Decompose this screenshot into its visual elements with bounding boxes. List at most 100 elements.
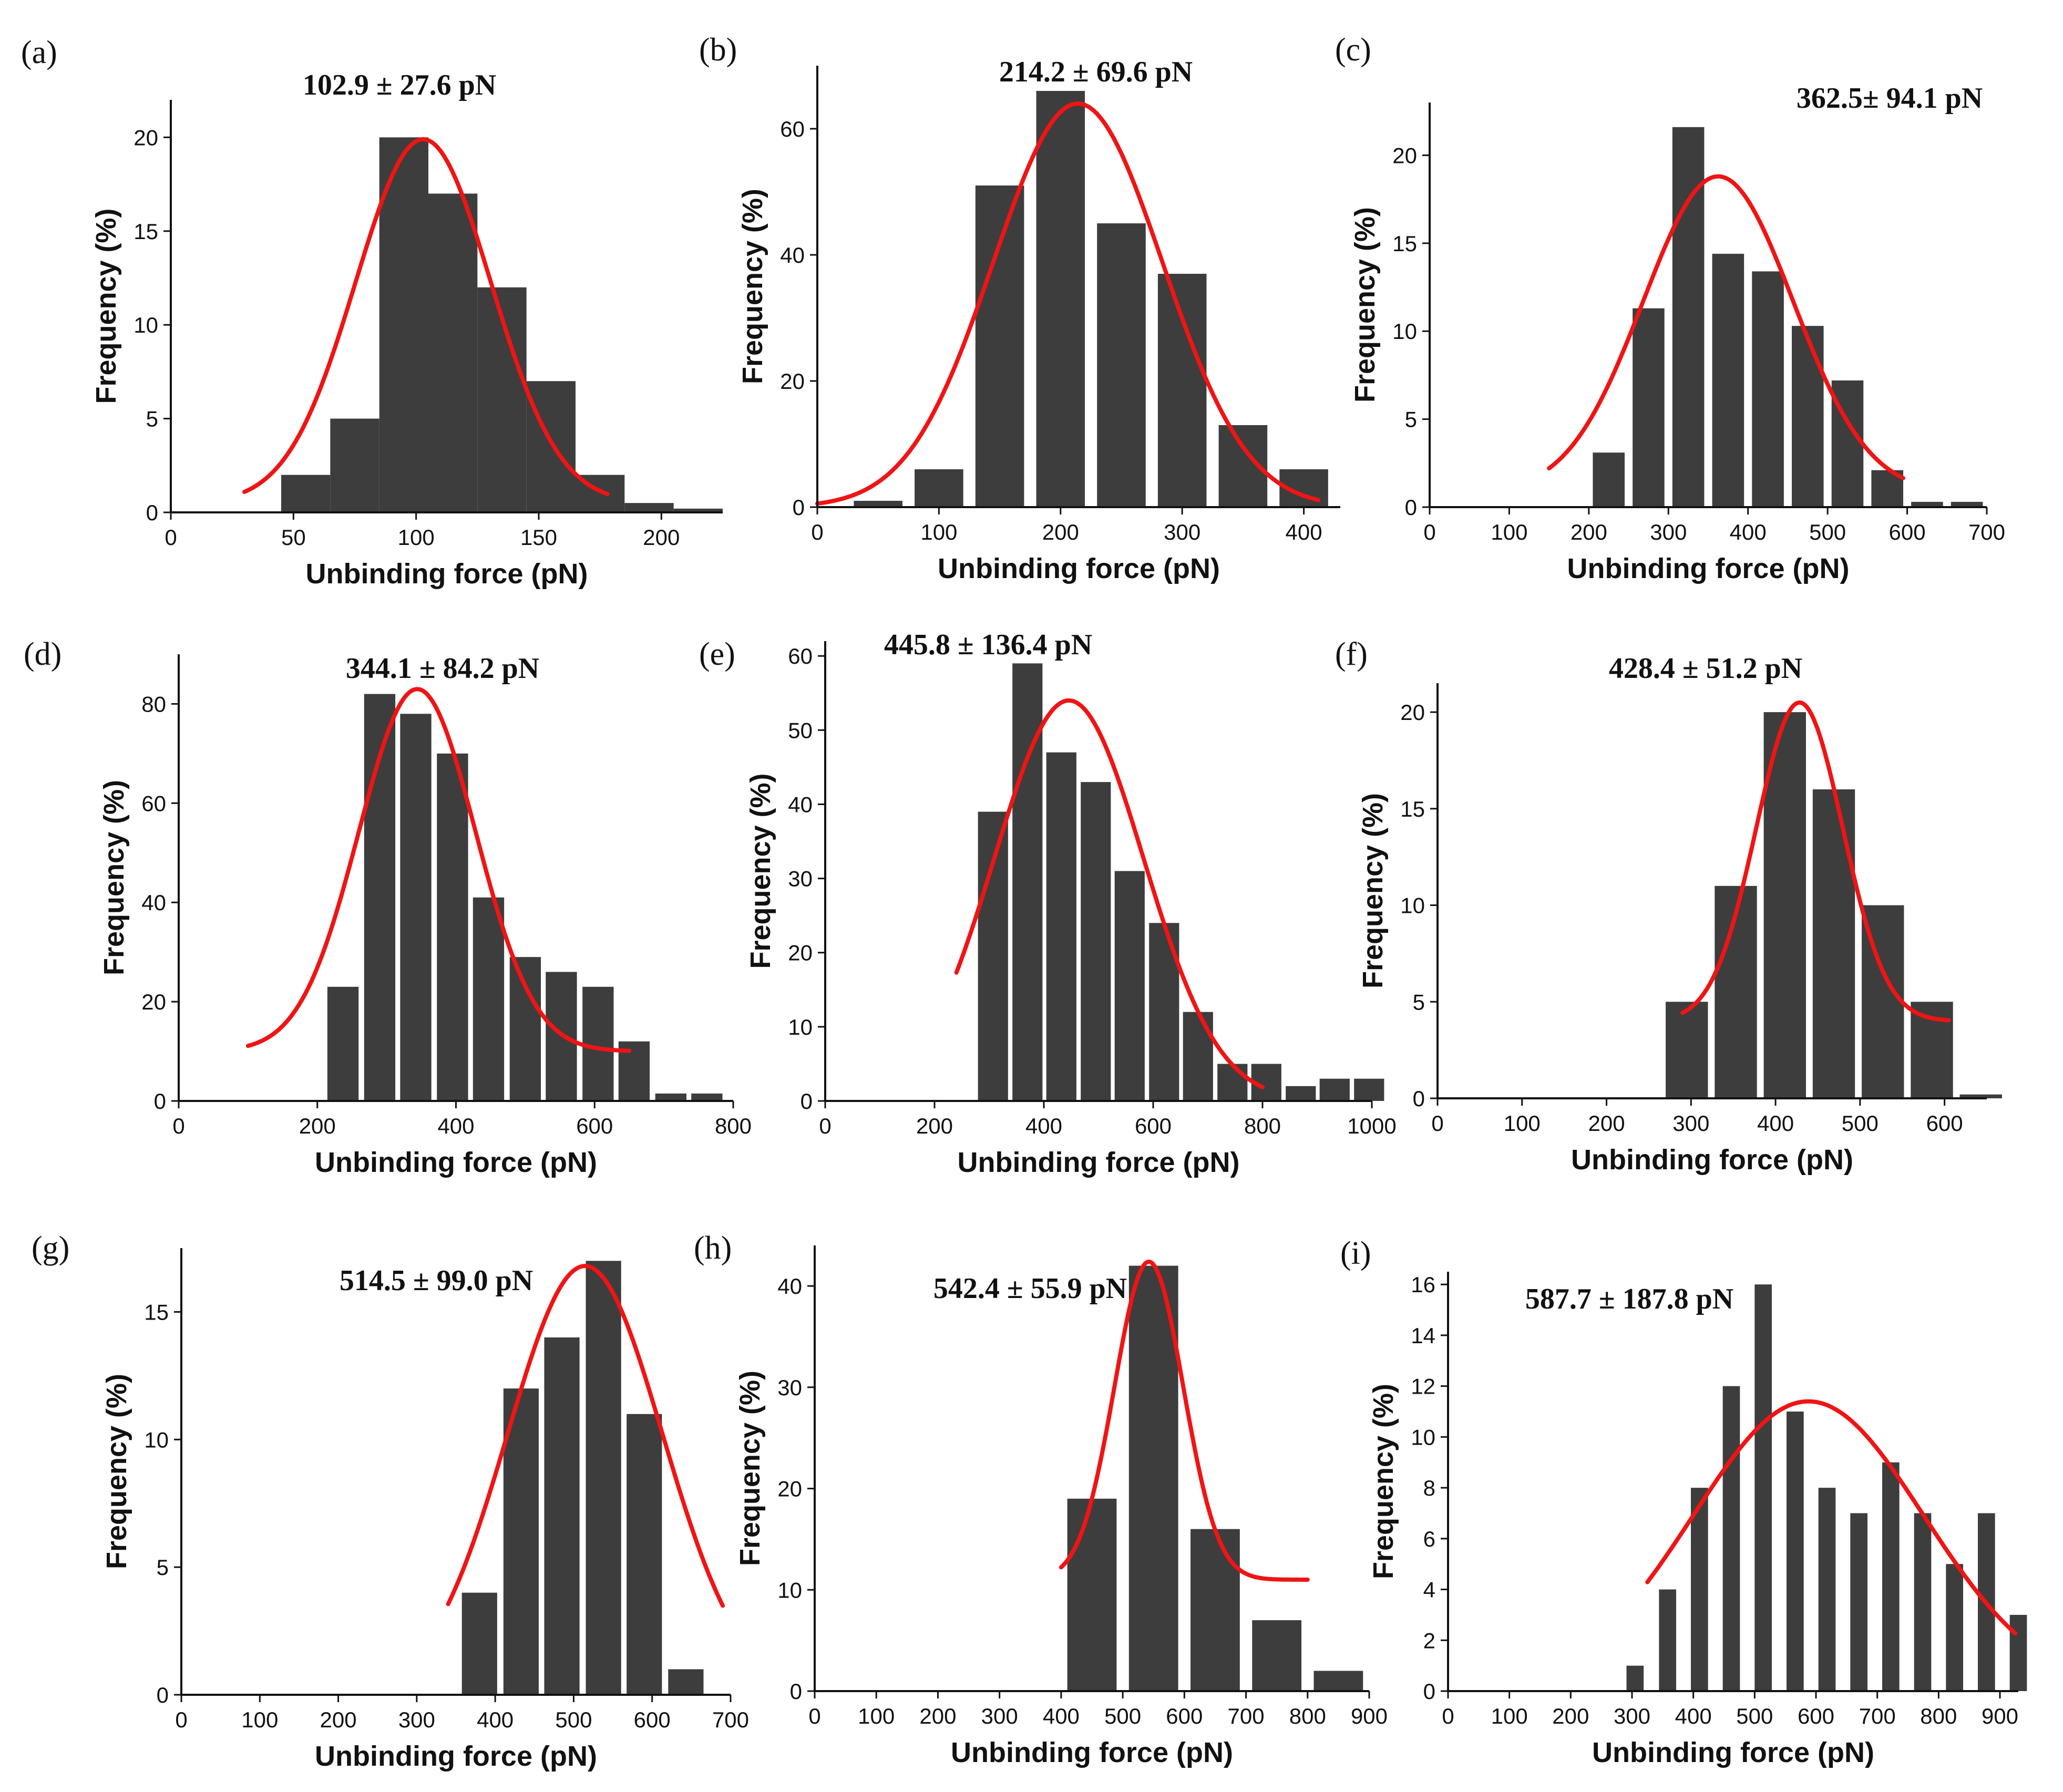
histogram-bar (379, 137, 428, 512)
fit-annotation: 428.4 ± 51.2 pN (1609, 652, 1802, 685)
y-tick-label: 0 (800, 1089, 813, 1114)
histogram-bar (1286, 1086, 1316, 1101)
y-axis-title: Frequency (%) (90, 208, 122, 404)
x-tick-label: 700 (1859, 1704, 1896, 1728)
y-tick-label: 30 (788, 867, 813, 891)
histogram-bar (503, 1388, 539, 1695)
x-tick-label: 400 (1757, 1111, 1794, 1136)
x-tick-label: 800 (715, 1114, 752, 1138)
x-axis-title: Unbinding force (pN) (1571, 1144, 1853, 1176)
x-tick-label: 400 (437, 1114, 474, 1138)
x-tick-label: 0 (175, 1707, 187, 1732)
histogram-bar (668, 1669, 704, 1695)
histogram-bar (1217, 1064, 1248, 1101)
histogram-bar (1691, 1488, 1708, 1691)
x-tick-label: 150 (520, 525, 557, 550)
x-tick-label: 700 (712, 1707, 749, 1732)
gaussian-fit-curve (1645, 1399, 2018, 1636)
histogram-bar (1659, 1589, 1676, 1691)
y-axis-title: Frequency (%) (1368, 1384, 1399, 1579)
x-axis-title: Unbinding force (pN) (315, 1147, 597, 1178)
fit-annotation: 214.2 ± 69.6 pN (999, 56, 1193, 88)
x-tick-label: 400 (477, 1707, 514, 1732)
y-tick-label: 10 (788, 1015, 813, 1039)
y-tick-label: 5 (1405, 407, 1417, 432)
histogram-bar (1183, 1012, 1213, 1101)
x-tick-label: 0 (172, 1114, 184, 1138)
panel-label: (a) (21, 35, 57, 70)
histogram-bar (437, 753, 468, 1101)
y-axis-title: Frequency (%) (1349, 207, 1381, 403)
histogram-bar (509, 957, 541, 1101)
x-axis-title: Unbinding force (pN) (1592, 1737, 1874, 1768)
y-tick-label: 2 (1423, 1628, 1435, 1653)
y-tick-label: 0 (1423, 1679, 1435, 1704)
histogram-bar (1633, 308, 1665, 507)
histogram-bar (586, 1261, 621, 1695)
y-tick-label: 10 (134, 313, 158, 337)
x-tick-label: 0 (1442, 1704, 1454, 1728)
y-tick-label: 0 (154, 1089, 166, 1114)
x-tick-label: 100 (920, 520, 957, 544)
x-tick-label: 800 (1920, 1704, 1957, 1728)
chart-panel-e: 0 200 400 600 800 1000 0 10 20 30 40 50 60 Unbinding … (699, 629, 1397, 1178)
y-tick-label: 10 (1392, 319, 1417, 344)
x-tick-label: 600 (1798, 1704, 1834, 1728)
panel-label: (e) (699, 636, 735, 672)
x-tick-label: 400 (1730, 520, 1767, 544)
histogram-bar (624, 503, 674, 512)
y-tick-label: 0 (790, 1679, 802, 1704)
x-axis-title: Unbinding force (pN) (1567, 553, 1850, 584)
y-axis-title: Frequency (%) (98, 780, 130, 975)
y-tick-label: 40 (777, 1274, 802, 1299)
x-tick-label: 600 (634, 1707, 671, 1732)
y-tick-label: 0 (793, 495, 805, 520)
panel-label: (f) (1335, 636, 1368, 672)
chart-panel-i: 0 100 200 300 400 500 600 700 800 900 0 2 4 6 8 10 12 14 1… (1340, 1235, 2027, 1768)
y-tick-label: 20 (134, 125, 158, 150)
x-axis-title: Unbinding force (pN) (951, 1737, 1233, 1768)
x-tick-label: 400 (1025, 1114, 1062, 1138)
y-tick-label: 10 (144, 1427, 169, 1452)
histogram-bar (582, 986, 614, 1101)
x-tick-label: 200 (643, 525, 680, 550)
x-tick-label: 400 (1286, 520, 1322, 544)
panel-label: (i) (1340, 1235, 1371, 1271)
y-tick-label: 80 (141, 692, 166, 716)
panel-label: (g) (32, 1230, 69, 1266)
x-tick-label: 300 (1164, 520, 1200, 544)
x-tick-label: 50 (281, 525, 306, 550)
histogram-bar (915, 469, 963, 507)
histogram-bar (1763, 712, 1806, 1098)
y-tick-label: 15 (134, 219, 158, 244)
x-axis-title: Unbinding force (pN) (306, 558, 588, 590)
y-tick-label: 60 (780, 117, 805, 141)
gaussian-fit-curve (1547, 174, 1905, 480)
x-tick-label: 400 (1675, 1704, 1712, 1728)
x-tick-label: 0 (819, 1114, 831, 1138)
y-tick-label: 30 (777, 1375, 802, 1400)
x-tick-label: 200 (916, 1114, 953, 1138)
histogram-bar (1715, 885, 1757, 1098)
histogram-bar (1787, 1412, 1804, 1691)
x-tick-label: 200 (1552, 1704, 1589, 1728)
histogram-bar (1036, 91, 1085, 507)
histogram-bar (1672, 127, 1705, 507)
y-tick-label: 5 (157, 1555, 169, 1580)
y-tick-label: 0 (1413, 1086, 1425, 1111)
x-tick-label: 700 (1968, 520, 2005, 544)
x-tick-label: 0 (1431, 1111, 1443, 1136)
y-axis-title: Frequency (%) (745, 773, 776, 969)
x-tick-label: 300 (1614, 1704, 1650, 1728)
y-tick-label: 15 (1392, 231, 1417, 256)
panel-label: (d) (24, 636, 61, 672)
histogram-bar (978, 811, 1008, 1101)
histogram-bar (655, 1093, 686, 1101)
histogram-bar (1114, 871, 1145, 1101)
histogram-bar (1812, 789, 1855, 1098)
x-tick-label: 500 (1842, 1111, 1879, 1136)
panel-label: (h) (694, 1230, 732, 1266)
y-tick-label: 20 (780, 369, 805, 394)
chart-panel-c: 0 100 200 300 400 500 600 700 0 5 10 15 20 Unbinding … (1335, 32, 2005, 584)
histogram-bar (854, 501, 902, 507)
